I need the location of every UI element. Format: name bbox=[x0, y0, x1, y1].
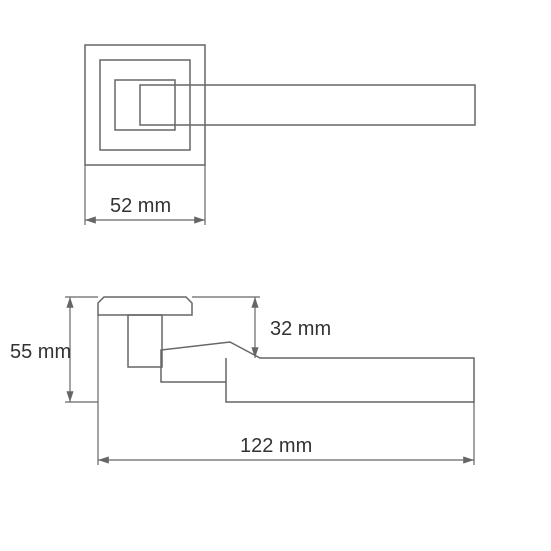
side-view bbox=[98, 297, 474, 402]
dim-55mm: 55 mm bbox=[10, 297, 98, 402]
dim-32mm: 32 mm bbox=[192, 297, 331, 358]
dim-32-label: 32 mm bbox=[270, 318, 331, 340]
dim-52-label: 52 mm bbox=[110, 195, 171, 217]
rose-inner bbox=[115, 80, 175, 130]
rose-outer bbox=[85, 45, 205, 165]
dim-55-label: 55 mm bbox=[10, 341, 71, 363]
technical-drawing: 52 mm 55 mm 32 mm 122 mm bbox=[0, 0, 551, 551]
dim-52mm: 52 mm bbox=[85, 165, 205, 225]
top-view bbox=[85, 45, 475, 165]
dim-122-label: 122 mm bbox=[240, 435, 312, 457]
plate bbox=[98, 297, 192, 315]
lever-side bbox=[161, 342, 474, 402]
neck bbox=[128, 315, 162, 367]
rose-mid bbox=[100, 60, 190, 150]
